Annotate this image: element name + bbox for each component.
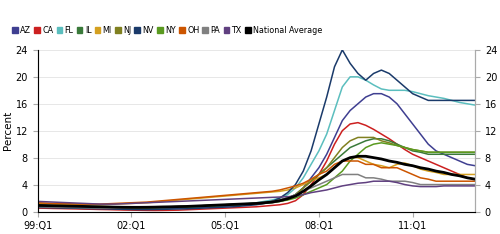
Y-axis label: Percent: Percent: [3, 111, 13, 150]
Legend: AZ, CA, FL, IL, MI, NJ, NV, NY, OH, PA, TX, National Average: AZ, CA, FL, IL, MI, NJ, NV, NY, OH, PA, …: [11, 25, 323, 36]
